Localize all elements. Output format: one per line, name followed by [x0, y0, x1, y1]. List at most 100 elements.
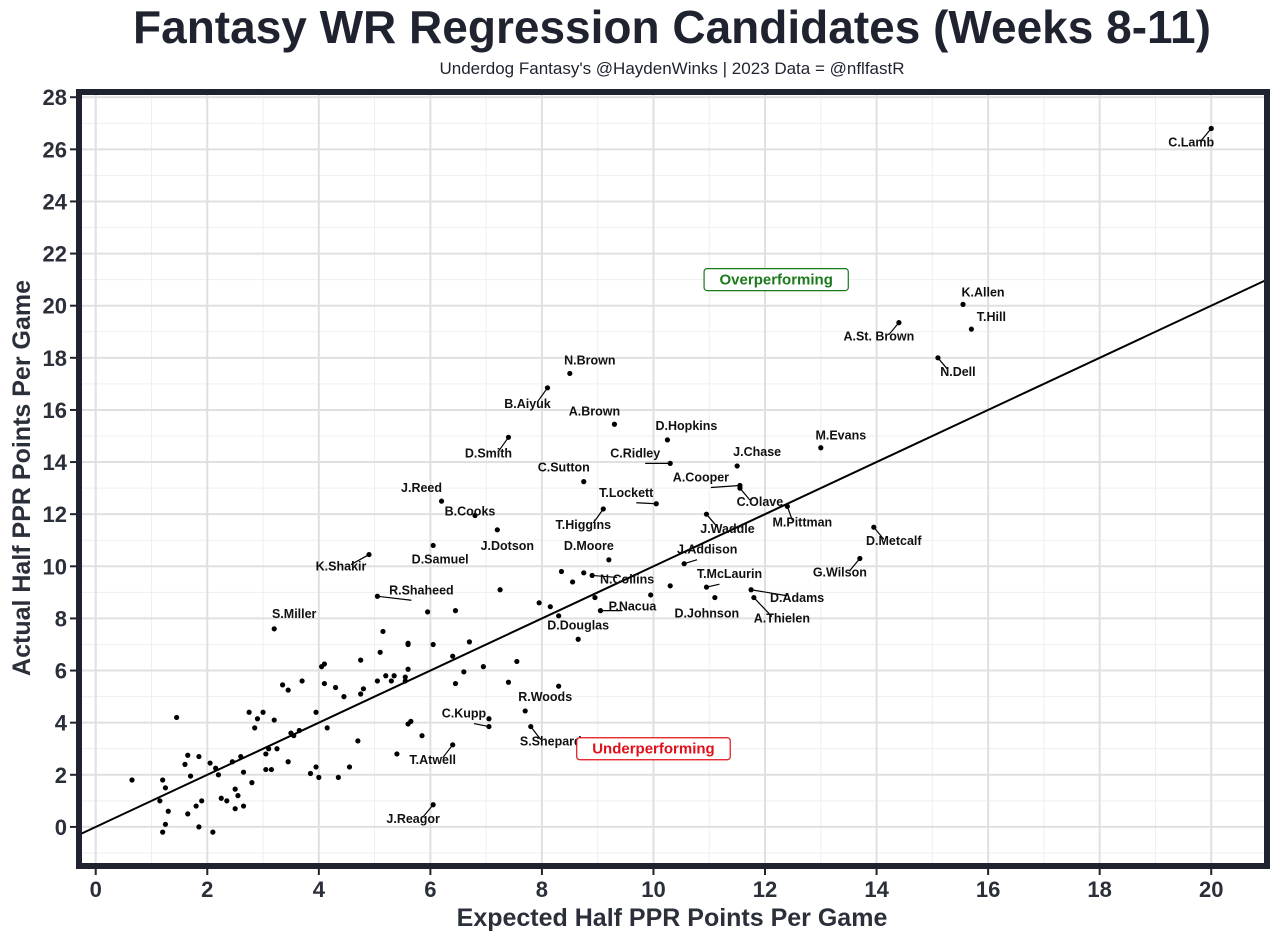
data-point [547, 604, 553, 610]
label-leader-line [497, 436, 509, 452]
point-label: T.Higgins [556, 518, 612, 532]
plot-frame [76, 89, 1270, 869]
data-point [514, 658, 520, 665]
data-point [556, 613, 562, 619]
data-point [430, 641, 436, 648]
data-point [346, 764, 353, 770]
label-leader-line [739, 487, 751, 501]
data-point [174, 714, 180, 721]
data-point [667, 583, 673, 589]
data-point [388, 678, 394, 684]
data-point [229, 759, 235, 765]
y-tick-label: 10 [43, 554, 67, 579]
data-point [341, 694, 347, 700]
label-leader-line [530, 726, 542, 740]
point-label: M.Evans [815, 429, 866, 443]
x-tick-label: 18 [1087, 877, 1111, 902]
x-tick-label: 0 [90, 877, 102, 902]
label-leader-line [350, 554, 370, 566]
x-tick-label: 6 [424, 877, 436, 902]
axis-ticks: 0 2 4 6 8 10 12 14 16 18 2002468101214161820222426… [43, 85, 1224, 902]
y-tick-label: 16 [43, 398, 67, 423]
x-tick-label: 2 [201, 877, 213, 902]
point-label: J.Chase [733, 445, 781, 459]
data-point [332, 684, 339, 691]
label-leader-line [592, 508, 604, 524]
point-label: J.Dotson [481, 539, 534, 553]
data-point [157, 798, 163, 804]
gridlines [79, 92, 1268, 866]
y-tick-label: 24 [43, 189, 68, 214]
data-point [450, 653, 456, 659]
label-leader-line [377, 595, 412, 601]
data-point [494, 527, 500, 533]
plot-background [79, 92, 1267, 866]
data-point [321, 680, 328, 687]
label-leader-line [706, 513, 718, 528]
data-point [681, 561, 687, 567]
y-tick-label: 28 [43, 85, 67, 110]
data-point [648, 592, 654, 598]
point-label: G.Wilson [813, 565, 867, 579]
data-point [394, 751, 400, 757]
data-point [291, 733, 297, 739]
point-label: A.Brown [569, 404, 620, 418]
data-point [960, 301, 966, 307]
data-point [160, 777, 166, 783]
data-point [581, 570, 587, 576]
point-label: J.Reagor [386, 812, 440, 826]
y-tick-label: 22 [43, 242, 67, 267]
data-point [818, 445, 824, 451]
data-point [606, 557, 612, 563]
point-label: R.Shaheed [389, 583, 454, 597]
underperforming-box [576, 737, 731, 761]
data-point [196, 753, 202, 760]
data-point [419, 733, 425, 739]
point-label: J.Addison [677, 543, 737, 557]
data-point [246, 709, 252, 715]
data-point [408, 718, 414, 724]
data-point [391, 673, 397, 679]
y-tick-label: 14 [43, 450, 68, 475]
point-label: N.Brown [564, 353, 615, 367]
point-label: T.Hill [977, 310, 1006, 324]
label-leader-line [706, 583, 720, 588]
y-tick-label: 18 [43, 346, 67, 371]
point-label: D.Samuel [412, 552, 469, 566]
data-point [215, 772, 222, 778]
point-label: D.Adams [770, 591, 824, 605]
plot-area [79, 92, 1267, 866]
y-tick-label: 6 [55, 659, 67, 684]
point-label: M.Pittman [772, 515, 832, 529]
data-point [165, 808, 171, 814]
x-axis-title: Expected Half PPR Points Per Game [457, 904, 888, 932]
point-label: N.Collins [600, 572, 654, 586]
data-point [567, 370, 573, 377]
data-point [581, 479, 587, 485]
data-point [452, 608, 459, 614]
label-leader-line [537, 387, 548, 403]
data-point [260, 709, 266, 715]
x-tick-label: 8 [536, 877, 548, 902]
data-point [218, 795, 224, 801]
data-point [271, 717, 277, 723]
point-label: D.Johnson [675, 607, 740, 621]
data-point [266, 746, 272, 752]
label-leader-line [786, 506, 793, 521]
data-point [313, 764, 319, 770]
data-point [497, 587, 503, 593]
label-leader-line [753, 597, 773, 617]
data-point [213, 765, 219, 771]
point-label: C.Olave [737, 495, 784, 509]
point-labels: C.Lamb K.Allen T.Hill A.St. Brown N.Dell N.Br… [272, 128, 1215, 826]
point-label: C.Lamb [1168, 135, 1214, 149]
point-label: D.Douglas [547, 618, 609, 632]
point-label: T.Atwell [409, 753, 456, 767]
data-point [224, 798, 230, 804]
point-label: D.Moore [564, 539, 614, 553]
point-label: S.Miller [272, 607, 317, 621]
x-tick-label: 14 [864, 877, 889, 902]
point-label: A.Thielen [754, 612, 810, 626]
data-point [271, 626, 277, 632]
data-point [556, 683, 562, 689]
